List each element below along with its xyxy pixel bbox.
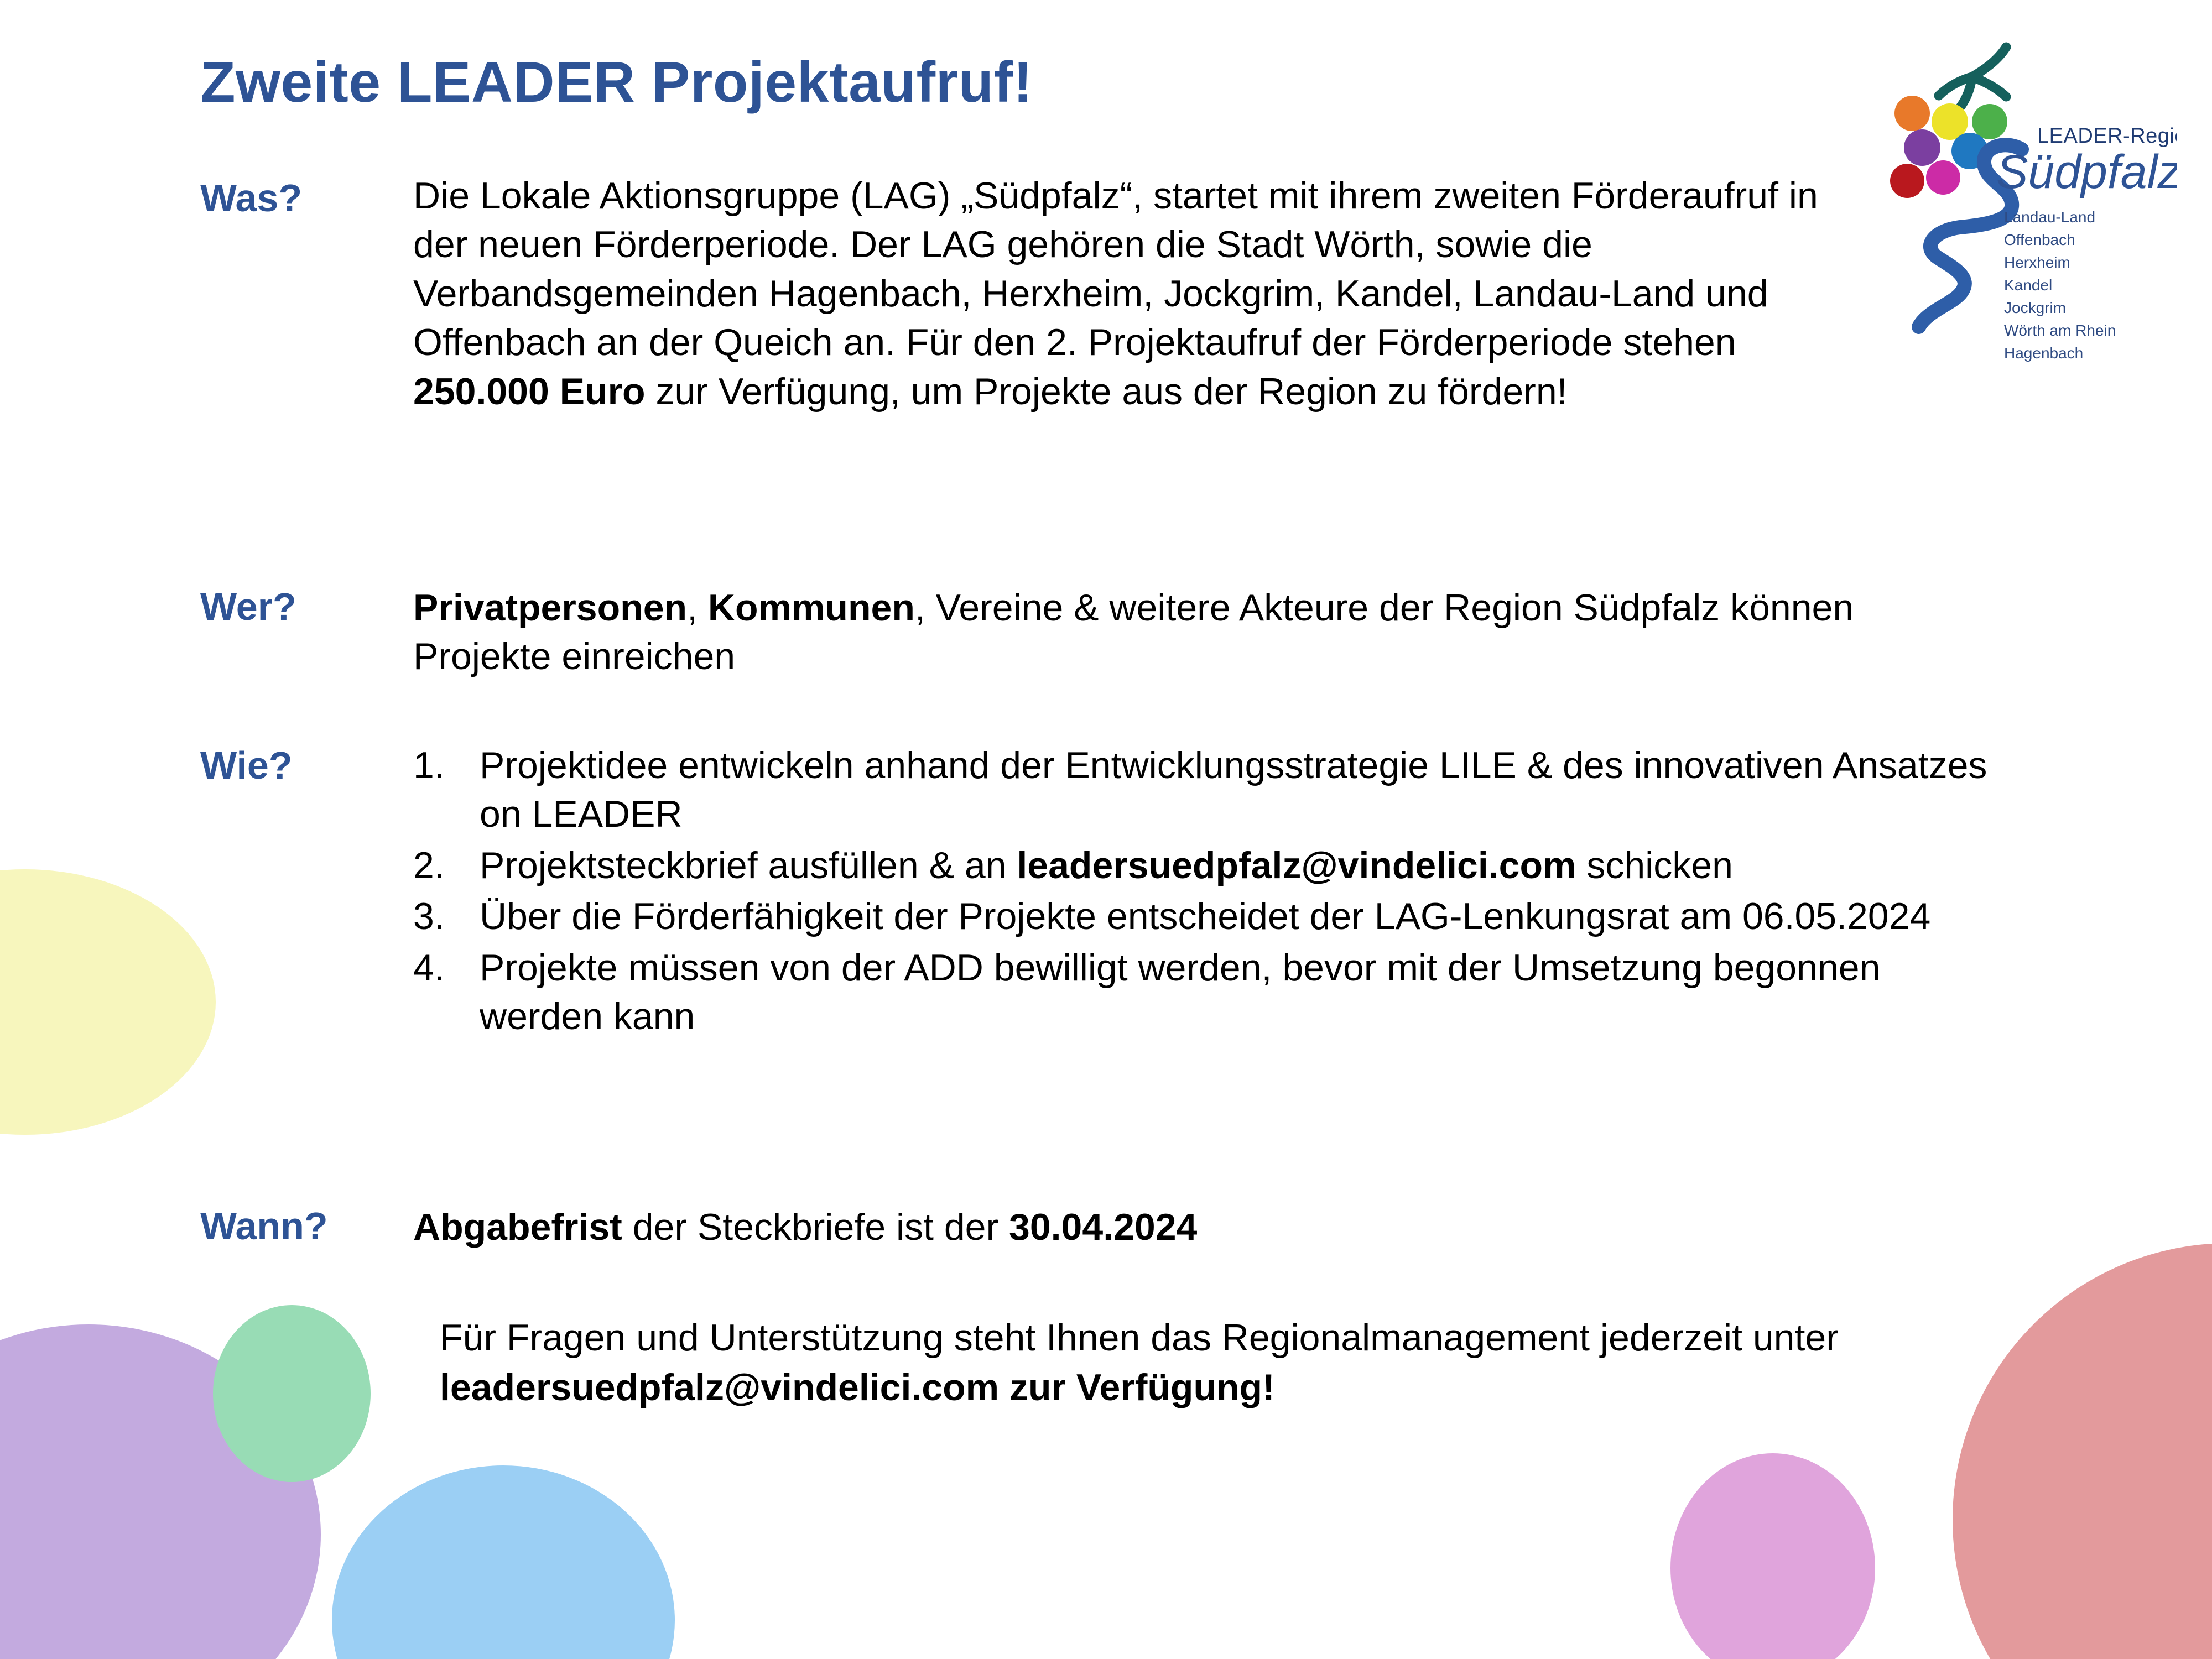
- decorative-circle-green: [213, 1305, 371, 1482]
- step-item: Über die Förderfähigkeit der Projekte en…: [413, 892, 1931, 941]
- decorative-circle-salmon: [1953, 1243, 2212, 1659]
- closing-paragraph: Für Fragen und Unterstützung steht Ihnen…: [440, 1317, 1839, 1408]
- leader-region-suedpfalz-logo: LEADER-Region Südpfalz Landau-Land Offen…: [1861, 30, 2177, 373]
- step-item: Projektidee entwickeln anhand der Entwic…: [413, 741, 1987, 836]
- decorative-circle-yellow: [0, 869, 216, 1135]
- svg-text:Offenbach: Offenbach: [2004, 231, 2075, 248]
- grape-magenta-icon: [1926, 160, 1960, 195]
- svg-text:Herxheim: Herxheim: [2004, 254, 2070, 271]
- decorative-circle-orchid: [1670, 1453, 1875, 1659]
- grape-green-icon: [1972, 104, 2007, 139]
- svg-text:Kandel: Kandel: [2004, 276, 2052, 294]
- section-label-was: Was?: [200, 176, 303, 220]
- grape-yellow-icon: [1932, 103, 1968, 140]
- step-item: Projektsteckbrief ausfüllen & an leaders…: [413, 841, 1733, 890]
- section-body-wann: Abgabefrist der Steckbriefe ist der 30.0…: [413, 1206, 1198, 1248]
- svg-text:Landau-Land: Landau-Land: [2004, 208, 2095, 226]
- step-item: Projekte müssen von der ADD bewilligt we…: [413, 943, 1881, 1037]
- decorative-circle-blue: [332, 1465, 675, 1659]
- section-body-wer: Privatpersonen, Kommunen, Vereine & weit…: [413, 587, 1854, 678]
- svg-text:Jockgrim: Jockgrim: [2004, 299, 2066, 316]
- section-wie: Wie? Projektidee entwickeln anhand der E…: [200, 741, 2015, 1043]
- grape-purple-icon: [1904, 129, 1940, 166]
- logo-municipality-list: Landau-Land Offenbach Herxheim Kandel Jo…: [2004, 208, 2116, 362]
- section-body-was: Die Lokale Aktionsgruppe (LAG) „Südpfalz…: [413, 175, 1818, 413]
- section-wer: Wer? Privatpersonen, Kommunen, Vereine &…: [200, 583, 1865, 681]
- section-wann: Wann? Abgabefrist der Steckbriefe ist de…: [200, 1203, 1865, 1251]
- section-body-wie: Projektidee entwickeln anhand der Entwic…: [413, 741, 2012, 1043]
- grape-red-icon: [1890, 164, 1924, 198]
- section-label-wann: Wann?: [200, 1204, 328, 1248]
- section-label-wie: Wie?: [200, 744, 293, 787]
- logo-wordmark-text: Südpfalz: [1996, 145, 2177, 199]
- section-was: Was? Die Lokale Aktionsgruppe (LAG) „Süd…: [200, 171, 1865, 416]
- logo-eyebrow-text: LEADER-Region: [2037, 124, 2177, 148]
- svg-text:Hagenbach: Hagenbach: [2004, 345, 2083, 362]
- grape-orange-icon: [1894, 96, 1930, 131]
- grape-stem-icon: [1934, 42, 2011, 113]
- svg-text:Wörth am Rhein: Wörth am Rhein: [2004, 322, 2116, 339]
- steps-list: Projektidee entwickeln anhand der Entwic…: [413, 741, 2012, 1041]
- page-title: Zweite LEADER Projektaufruf!: [200, 50, 1033, 114]
- river-icon: [1912, 138, 2029, 334]
- section-label-wer: Wer?: [200, 585, 296, 628]
